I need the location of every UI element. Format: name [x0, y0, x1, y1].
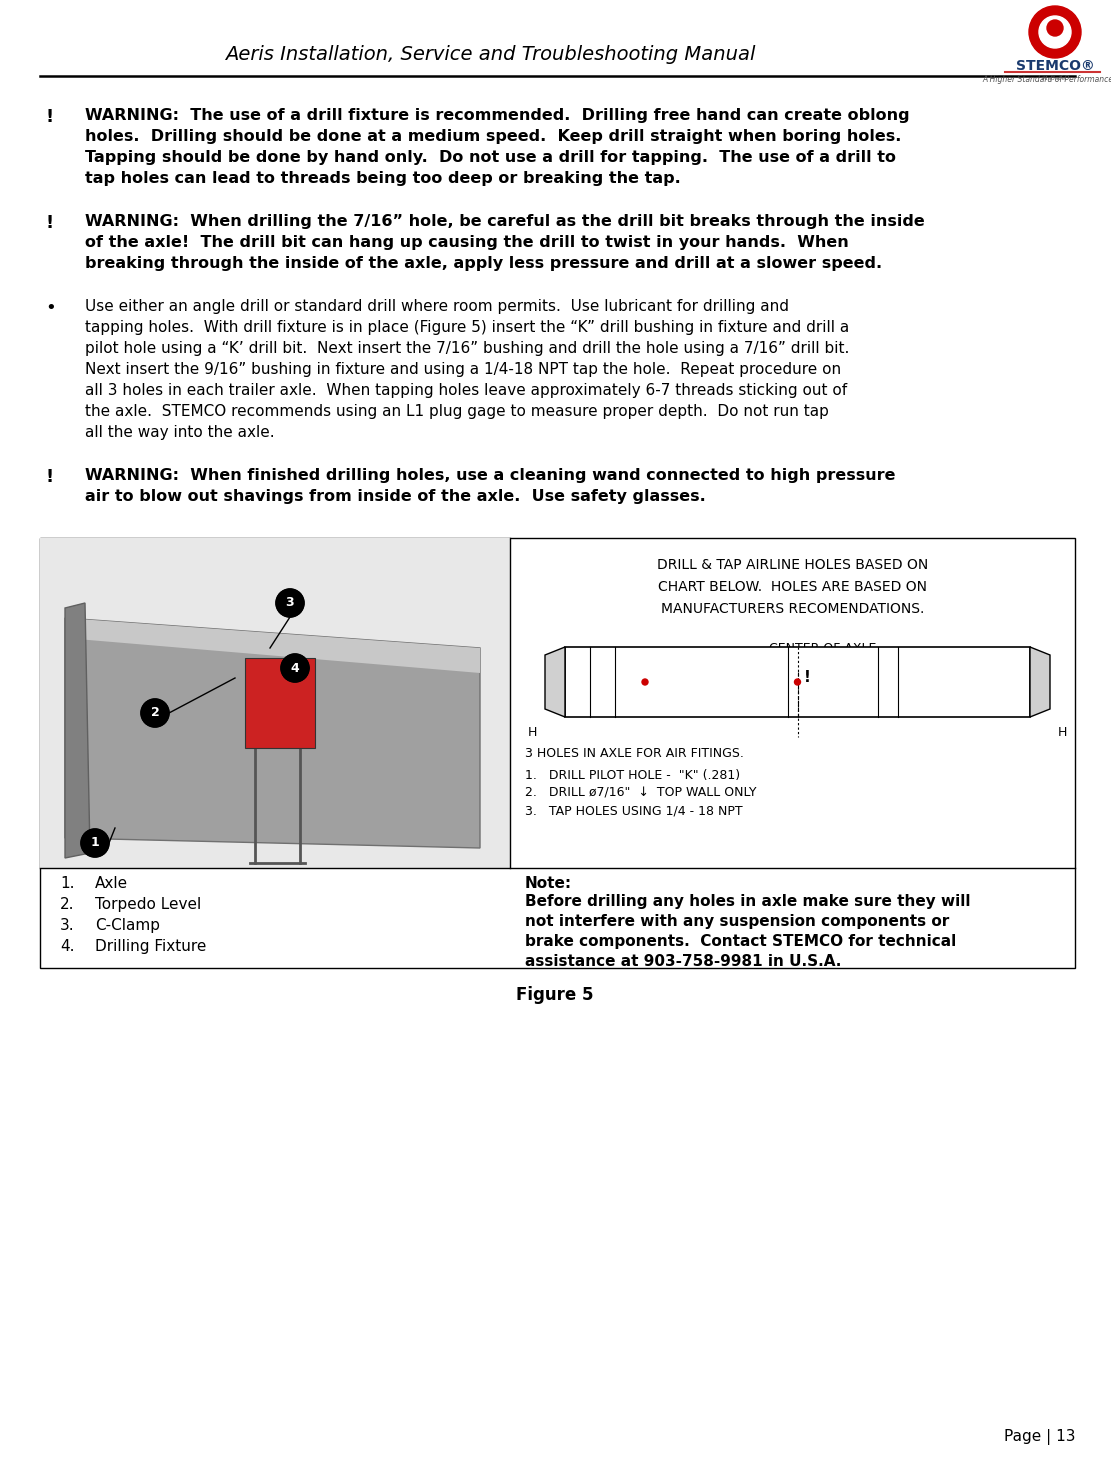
Circle shape — [141, 699, 169, 727]
Text: 2.   DRILL ø7/16"  ↓  TOP WALL ONLY: 2. DRILL ø7/16" ↓ TOP WALL ONLY — [526, 787, 757, 800]
Text: of the axle!  The drill bit can hang up causing the drill to twist in your hands: of the axle! The drill bit can hang up c… — [86, 235, 849, 251]
Circle shape — [276, 589, 304, 617]
Circle shape — [281, 654, 309, 682]
Circle shape — [1029, 6, 1081, 59]
Circle shape — [278, 591, 302, 616]
Text: •: • — [46, 299, 56, 317]
Text: 3.: 3. — [60, 918, 74, 932]
Text: 3.   TAP HOLES USING 1/4 - 18 NPT: 3. TAP HOLES USING 1/4 - 18 NPT — [526, 805, 742, 818]
Text: A: A — [551, 661, 559, 673]
Text: H: H — [528, 726, 537, 739]
Bar — [246, 658, 316, 748]
Text: breaking through the inside of the axle, apply less pressure and drill at a slow: breaking through the inside of the axle,… — [86, 257, 882, 271]
Text: Before drilling any holes in axle make sure they will: Before drilling any holes in axle make s… — [526, 894, 971, 909]
Text: STEMCO®: STEMCO® — [1015, 59, 1094, 73]
Circle shape — [141, 699, 169, 727]
Circle shape — [1039, 16, 1071, 48]
Text: 2.: 2. — [60, 897, 74, 912]
Text: 2: 2 — [151, 707, 159, 720]
Circle shape — [1047, 21, 1063, 37]
Text: all the way into the axle.: all the way into the axle. — [86, 425, 274, 440]
Text: 1: 1 — [91, 837, 99, 849]
Text: tapping holes.  With drill fixture is in place (Figure 5) insert the “K” drill b: tapping holes. With drill fixture is in … — [86, 320, 849, 336]
Polygon shape — [1030, 647, 1050, 717]
Circle shape — [283, 655, 307, 680]
Bar — [40, 538, 510, 868]
Polygon shape — [66, 603, 90, 858]
Bar — [565, 647, 1030, 717]
Text: assistance at 903-758-9981 in U.S.A.: assistance at 903-758-9981 in U.S.A. — [526, 954, 841, 969]
Text: the axle.  STEMCO recommends using an L1 plug gage to measure proper depth.  Do : the axle. STEMCO recommends using an L1 … — [86, 405, 829, 419]
Text: 4.: 4. — [60, 940, 74, 954]
Circle shape — [642, 679, 648, 685]
Text: !: ! — [804, 670, 811, 685]
Circle shape — [81, 828, 109, 858]
Text: 3: 3 — [286, 597, 294, 610]
Text: Torpedo Level: Torpedo Level — [96, 897, 201, 912]
Text: WARNING:  When finished drilling holes, use a cleaning wand connected to high pr: WARNING: When finished drilling holes, u… — [86, 468, 895, 482]
Text: tap holes can lead to threads being too deep or breaking the tap.: tap holes can lead to threads being too … — [86, 172, 681, 186]
Text: CHART BELOW.  HOLES ARE BASED ON: CHART BELOW. HOLES ARE BASED ON — [658, 581, 927, 594]
Text: H: H — [1058, 726, 1068, 739]
Text: Figure 5: Figure 5 — [517, 987, 593, 1004]
Bar — [40, 538, 1075, 968]
Text: CENTER OF AXLE: CENTER OF AXLE — [769, 642, 877, 655]
Text: 3 HOLES IN AXLE FOR AIR FITINGS.: 3 HOLES IN AXLE FOR AIR FITINGS. — [526, 748, 744, 759]
Text: !: ! — [46, 468, 53, 487]
Text: Axle: Axle — [96, 877, 128, 891]
Text: 1.   DRILL PILOT HOLE -  "K" (.281): 1. DRILL PILOT HOLE - "K" (.281) — [526, 770, 740, 781]
Text: DRILL & TAP AIRLINE HOLES BASED ON: DRILL & TAP AIRLINE HOLES BASED ON — [657, 559, 928, 572]
Text: B: B — [1035, 661, 1044, 673]
Text: all 3 holes in each trailer axle.  When tapping holes leave approximately 6-7 th: all 3 holes in each trailer axle. When t… — [86, 383, 847, 397]
Text: Tapping should be done by hand only.  Do not use a drill for tapping.  The use o: Tapping should be done by hand only. Do … — [86, 150, 895, 166]
Text: Page | 13: Page | 13 — [1003, 1429, 1075, 1445]
Circle shape — [794, 679, 801, 685]
Text: air to blow out shavings from inside of the axle.  Use safety glasses.: air to blow out shavings from inside of … — [86, 490, 705, 504]
Circle shape — [281, 654, 309, 682]
Text: Next insert the 9/16” bushing in fixture and using a 1/4-18 NPT tap the hole.  R: Next insert the 9/16” bushing in fixture… — [86, 362, 841, 377]
Circle shape — [81, 828, 109, 858]
Text: brake components.  Contact STEMCO for technical: brake components. Contact STEMCO for tec… — [526, 934, 957, 949]
Circle shape — [83, 831, 107, 855]
Text: holes.  Drilling should be done at a medium speed.  Keep drill straight when bor: holes. Drilling should be done at a medi… — [86, 129, 901, 144]
Polygon shape — [66, 619, 480, 847]
Text: 4: 4 — [291, 661, 299, 674]
Polygon shape — [546, 647, 565, 717]
Circle shape — [276, 589, 304, 617]
Text: #1a3a6e: #1a3a6e — [1040, 76, 1065, 81]
Text: !: ! — [46, 214, 53, 232]
Text: Use either an angle drill or standard drill where room permits.  Use lubricant f: Use either an angle drill or standard dr… — [86, 299, 789, 314]
Text: A Higher Standard of Performance.®: A Higher Standard of Performance.® — [982, 75, 1111, 84]
Circle shape — [143, 701, 167, 726]
Text: MANUFACTURERS RECOMENDATIONS.: MANUFACTURERS RECOMENDATIONS. — [661, 603, 924, 616]
Text: WARNING:  The use of a drill fixture is recommended.  Drilling free hand can cre: WARNING: The use of a drill fixture is r… — [86, 108, 910, 123]
Text: 1.: 1. — [60, 877, 74, 891]
Text: Note:: Note: — [526, 877, 572, 891]
Text: !: ! — [46, 108, 53, 126]
Text: Drilling Fixture: Drilling Fixture — [96, 940, 207, 954]
Text: not interfere with any suspension components or: not interfere with any suspension compon… — [526, 913, 949, 929]
Text: C-Clamp: C-Clamp — [96, 918, 160, 932]
Text: pilot hole using a “K’ drill bit.  Next insert the 7/16” bushing and drill the h: pilot hole using a “K’ drill bit. Next i… — [86, 342, 850, 356]
Text: WARNING:  When drilling the 7/16” hole, be careful as the drill bit breaks throu: WARNING: When drilling the 7/16” hole, b… — [86, 214, 924, 229]
Polygon shape — [66, 619, 480, 673]
Text: Aeris Installation, Service and Troubleshooting Manual: Aeris Installation, Service and Troubles… — [224, 45, 755, 65]
